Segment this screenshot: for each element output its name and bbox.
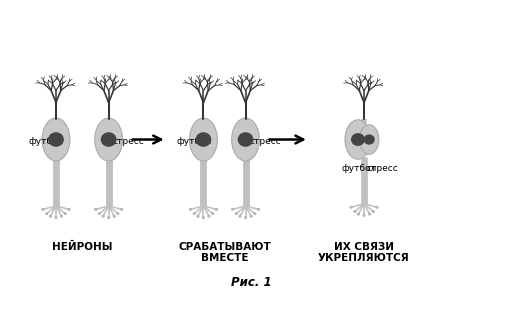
Circle shape — [68, 208, 70, 211]
Circle shape — [250, 215, 252, 217]
Circle shape — [208, 215, 210, 217]
Circle shape — [369, 213, 371, 215]
Circle shape — [351, 133, 365, 146]
Text: футбол: футбол — [342, 164, 377, 173]
Circle shape — [49, 215, 52, 217]
Circle shape — [364, 135, 375, 145]
Circle shape — [231, 208, 234, 211]
Text: футбол: футбол — [29, 137, 64, 147]
Text: СРАБАТЫВАЮТ
ВМЕСТЕ: СРАБАТЫВАЮТ ВМЕСТЕ — [178, 242, 271, 263]
Ellipse shape — [345, 120, 371, 159]
Circle shape — [238, 132, 253, 147]
Circle shape — [108, 217, 110, 218]
Circle shape — [120, 208, 123, 211]
Circle shape — [190, 208, 192, 211]
Circle shape — [244, 217, 247, 218]
Circle shape — [193, 213, 195, 215]
Circle shape — [48, 132, 64, 147]
Circle shape — [101, 132, 117, 147]
Circle shape — [55, 217, 57, 218]
Circle shape — [60, 215, 63, 217]
Circle shape — [202, 217, 204, 218]
Circle shape — [42, 208, 44, 211]
Circle shape — [350, 206, 352, 208]
Circle shape — [102, 215, 104, 217]
Circle shape — [215, 208, 218, 211]
Text: ИХ СВЯЗИ
УКРЕПЛЯЮТСЯ: ИХ СВЯЗИ УКРЕПЛЯЮТСЯ — [318, 242, 410, 263]
Text: футбол: футбол — [176, 137, 211, 147]
Ellipse shape — [95, 118, 122, 161]
Circle shape — [197, 215, 199, 217]
Text: стресс: стресс — [113, 137, 145, 147]
Circle shape — [363, 214, 365, 217]
Circle shape — [212, 213, 214, 215]
Circle shape — [113, 215, 116, 217]
Circle shape — [376, 206, 378, 208]
Circle shape — [64, 213, 67, 215]
Circle shape — [257, 208, 260, 211]
Circle shape — [357, 213, 360, 215]
Ellipse shape — [42, 118, 70, 161]
Circle shape — [372, 211, 374, 213]
Text: НЕЙРОНЫ: НЕЙРОНЫ — [52, 242, 112, 252]
Circle shape — [235, 213, 238, 215]
Circle shape — [117, 213, 119, 215]
Ellipse shape — [360, 125, 379, 154]
Circle shape — [239, 215, 241, 217]
Circle shape — [195, 132, 211, 147]
Circle shape — [354, 211, 356, 213]
Circle shape — [253, 213, 256, 215]
Circle shape — [45, 213, 48, 215]
Circle shape — [95, 208, 97, 211]
Text: Рис. 1: Рис. 1 — [231, 276, 271, 289]
Text: стресс: стресс — [250, 137, 281, 147]
Ellipse shape — [190, 118, 218, 161]
Circle shape — [98, 213, 100, 215]
Text: стресс: стресс — [366, 164, 399, 173]
Ellipse shape — [232, 118, 259, 161]
